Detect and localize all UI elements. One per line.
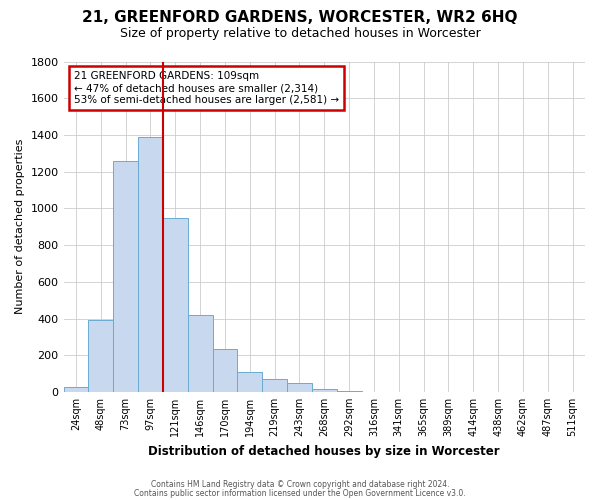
Bar [238, 372, 262, 392]
Bar [88, 320, 113, 392]
Bar [312, 389, 337, 392]
Text: Contains public sector information licensed under the Open Government Licence v3: Contains public sector information licen… [134, 489, 466, 498]
Text: Size of property relative to detached houses in Worcester: Size of property relative to detached ho… [119, 28, 481, 40]
X-axis label: Distribution of detached houses by size in Worcester: Distribution of detached houses by size … [148, 444, 500, 458]
Text: Contains HM Land Registry data © Crown copyright and database right 2024.: Contains HM Land Registry data © Crown c… [151, 480, 449, 489]
Y-axis label: Number of detached properties: Number of detached properties [15, 139, 25, 314]
Bar [337, 391, 362, 392]
Text: 21, GREENFORD GARDENS, WORCESTER, WR2 6HQ: 21, GREENFORD GARDENS, WORCESTER, WR2 6H… [82, 10, 518, 25]
Text: 21 GREENFORD GARDENS: 109sqm
← 47% of detached houses are smaller (2,314)
53% of: 21 GREENFORD GARDENS: 109sqm ← 47% of de… [74, 72, 339, 104]
Bar [262, 379, 287, 392]
Bar [113, 160, 138, 392]
Bar [212, 349, 238, 392]
Bar [188, 315, 212, 392]
Bar [138, 137, 163, 392]
Bar [64, 388, 88, 392]
Bar [287, 383, 312, 392]
Bar [163, 218, 188, 392]
